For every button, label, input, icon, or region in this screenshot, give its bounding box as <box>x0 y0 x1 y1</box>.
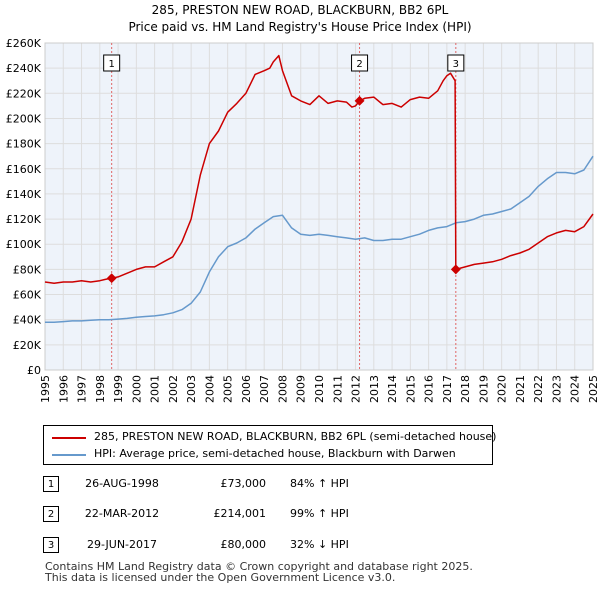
x-tick-label: 2011 <box>331 375 344 403</box>
legend-item-price: 285, PRESTON NEW ROAD, BLACKBURN, BB2 6P… <box>44 429 496 445</box>
x-tick-label: 2023 <box>550 375 563 403</box>
sale-hpi-change: 84% ↑ HPI <box>290 477 349 490</box>
x-tick-label: 1998 <box>94 375 107 403</box>
y-tick-label: £260K <box>6 37 42 50</box>
x-tick-label: 2001 <box>149 375 162 403</box>
sale-hpi-change: 99% ↑ HPI <box>290 507 349 520</box>
sale-label-box <box>103 54 121 72</box>
x-tick-label: 2012 <box>350 375 363 403</box>
y-tick-label: £100K <box>6 238 42 251</box>
y-tick-label: £20K <box>13 339 42 352</box>
y-tick-label: £140K <box>6 188 42 201</box>
x-tick-label: 2007 <box>258 375 271 403</box>
sale-hpi-change: 32% ↓ HPI <box>290 538 349 551</box>
x-tick-label: 2025 <box>587 375 600 403</box>
x-tick-label: 2013 <box>368 375 381 403</box>
y-tick-label: £60K <box>13 289 42 302</box>
sale-price: £73,000 <box>220 477 267 490</box>
plot-area: £0 £20K £40K £60K £80K £100K £120K £140K £160K £1… <box>6 37 600 403</box>
y-tick-label: £220K <box>6 87 42 100</box>
table-row: 3 29-JUN-2017 £80,000 32% ↓ HPI <box>0 537 600 559</box>
table-row: 2 22-MAR-2012 £214,001 99% ↑ HPI <box>0 506 600 528</box>
x-tick-label: 2000 <box>130 375 143 403</box>
x-tick-label: 1996 <box>57 375 70 403</box>
y-tick-label: £240K <box>6 62 42 75</box>
sale-label-box <box>447 54 465 72</box>
x-tick-label: 2017 <box>441 375 454 403</box>
x-tick-label: 2015 <box>404 375 417 403</box>
x-tick-label: 2009 <box>295 375 308 403</box>
x-tick-label: 2014 <box>386 375 399 403</box>
y-tick-label: £80K <box>13 263 42 276</box>
x-tick-label: 2008 <box>276 375 289 403</box>
x-tick-label: 2022 <box>532 375 545 403</box>
x-tick-label: 2020 <box>496 375 509 403</box>
x-tick-label: 2004 <box>203 375 216 403</box>
y-tick-label: £180K <box>6 138 42 151</box>
x-tick-label: 2018 <box>459 375 472 403</box>
sale-number-badge: 1 <box>43 476 59 492</box>
x-tick-label: 2002 <box>167 375 180 403</box>
sale-date: 29-JUN-2017 <box>86 538 158 551</box>
x-tick-label: 2003 <box>185 375 198 403</box>
chart-title: 285, PRESTON NEW ROAD, BLACKBURN, BB2 6P… <box>152 3 449 17</box>
legend-swatch-price <box>52 437 86 439</box>
attribution-line-1: Contains HM Land Registry data © Crown c… <box>45 560 473 573</box>
sale-label-text: 3 <box>453 59 459 70</box>
sale-date: 26-AUG-1998 <box>85 477 159 490</box>
x-tick-label: 2005 <box>222 375 235 403</box>
x-tick-label: 2006 <box>240 375 253 403</box>
y-tick-label: £160K <box>6 163 42 176</box>
sale-price: £80,000 <box>220 538 267 551</box>
table-row: 1 26-AUG-1998 £73,000 84% ↑ HPI <box>0 476 600 498</box>
sale-number-badge: 3 <box>43 537 59 553</box>
sale-label-box <box>351 54 369 72</box>
x-tick-label: 1999 <box>112 375 125 403</box>
legend-item-hpi: HPI: Average price, semi-detached house,… <box>44 446 492 462</box>
attribution-footer: Contains HM Land Registry data © Crown c… <box>45 561 473 583</box>
legend-label-price: 285, PRESTON NEW ROAD, BLACKBURN, BB2 6P… <box>94 430 497 443</box>
x-tick-label: 2010 <box>313 375 326 403</box>
chart-subtitle: Price paid vs. HM Land Registry's House … <box>128 20 471 34</box>
y-tick-label: £0 <box>27 364 41 377</box>
x-tick-label: 1997 <box>76 375 89 403</box>
attribution-line-2: This data is licensed under the Open Gov… <box>45 571 396 584</box>
sale-point-marker <box>450 264 461 275</box>
x-tick-label: 2016 <box>423 375 436 403</box>
legend-label-hpi: HPI: Average price, semi-detached house,… <box>94 447 456 460</box>
sale-label-text: 1 <box>108 59 114 70</box>
x-tick-label: 2024 <box>569 375 582 403</box>
y-tick-label: £200K <box>6 112 42 125</box>
legend-swatch-hpi <box>52 454 86 456</box>
x-tick-label: 2021 <box>514 375 527 403</box>
sale-price: £214,001 <box>213 507 267 520</box>
x-tick-label: 1995 <box>39 375 52 403</box>
price-chart: 285, PRESTON NEW ROAD, BLACKBURN, BB2 6P… <box>6 3 600 403</box>
sale-label-text: 2 <box>356 59 362 70</box>
y-tick-label: £120K <box>6 213 42 226</box>
sale-number-badge: 2 <box>43 506 59 522</box>
chart-legend: 285, PRESTON NEW ROAD, BLACKBURN, BB2 6P… <box>43 425 496 465</box>
sale-date: 22-MAR-2012 <box>84 507 160 520</box>
y-tick-label: £40K <box>13 314 42 327</box>
price-series-line <box>44 54 594 284</box>
x-tick-label: 2019 <box>477 375 490 403</box>
hpi-series-line <box>45 155 594 323</box>
plot-border <box>44 42 594 371</box>
